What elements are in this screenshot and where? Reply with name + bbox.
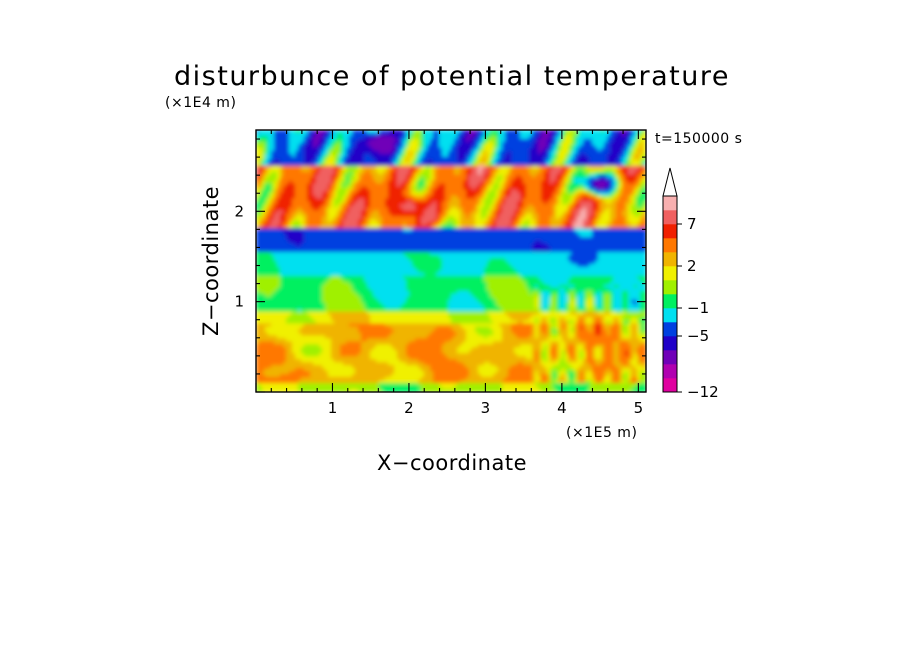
colorbar-segment [663, 322, 677, 337]
x-tick-label: 5 [634, 399, 644, 417]
x-axis-label: X−coordinate [377, 451, 527, 475]
colorbar: −12−5−127 [662, 167, 719, 401]
colorbar-segment [663, 308, 677, 323]
x-tick-label: 2 [404, 399, 414, 417]
contour-field [256, 130, 646, 392]
time-label: t=150000 s [655, 131, 742, 147]
x-unit-label: (×1E5 m) [566, 425, 637, 441]
colorbar-extend-arrow [662, 167, 678, 197]
colorbar-tick-label: 7 [687, 215, 697, 233]
colorbar-segment [663, 364, 677, 379]
chart-title: disturbunce of potential temperature [174, 61, 730, 92]
colorbar-tick-label: −1 [687, 299, 709, 317]
y-tick-label: 1 [234, 293, 244, 311]
colorbar-segment [663, 378, 677, 393]
colorbar-segment [663, 252, 677, 267]
colorbar-tick-label: −12 [687, 383, 719, 401]
colorbar-segment [663, 196, 677, 211]
colorbar-tick-label: 2 [687, 257, 697, 275]
x-tick-label: 1 [328, 399, 338, 417]
colorbar-segment [663, 238, 677, 253]
colorbar-segment [663, 350, 677, 365]
x-tick-label: 3 [481, 399, 491, 417]
plot-frame [255, 129, 647, 393]
x-tick-label: 4 [557, 399, 567, 417]
y-axis-label: Z−coordinate [199, 186, 223, 336]
y-unit-label: (×1E4 m) [165, 95, 236, 111]
colorbar-segment [663, 224, 677, 239]
colorbar-segment [663, 266, 677, 281]
colorbar-segment [663, 210, 677, 225]
colorbar-segment [663, 336, 677, 351]
colorbar-segment [663, 294, 677, 309]
y-tick-label: 2 [234, 202, 244, 220]
colorbar-tick-label: −5 [687, 327, 709, 345]
colorbar-segment [663, 280, 677, 295]
